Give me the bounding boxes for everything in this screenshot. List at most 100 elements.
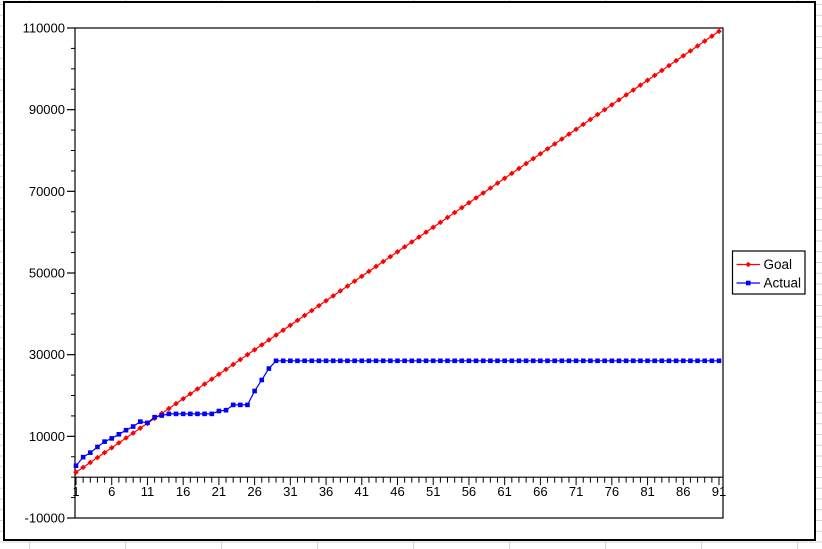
square-marker [202,411,207,417]
y-axis-label: 50000 [29,266,65,281]
legend-box [731,250,806,295]
square-marker [259,377,265,383]
legend-label: Goal [764,257,793,272]
diamond-marker [301,312,308,319]
diamond-marker [673,57,679,64]
square-marker [166,411,172,417]
square-marker [695,358,700,364]
diamond-marker [80,464,86,471]
x-axis-label: 41 [355,484,369,499]
x-axis-label: 71 [569,484,583,499]
diamond-marker [280,327,286,333]
square-marker [109,436,115,441]
x-axis-label: 36 [319,484,333,499]
diamond-marker [573,126,579,133]
square-marker [452,358,457,364]
square-marker [666,358,672,364]
square-marker [288,358,293,364]
diamond-marker [601,106,608,113]
square-marker [173,411,179,417]
diamond-marker [244,351,251,358]
x-axis-label: 11 [141,484,155,499]
diamond-marker [616,97,622,103]
square-marker [302,358,307,364]
diamond-marker [487,185,494,191]
x-axis-label: 21 [212,484,226,499]
diamond-marker [337,288,344,294]
square-marker [380,358,386,364]
square-marker [188,411,193,417]
square-marker [552,358,557,364]
excel-chart-object[interactable]: -10000 10000 30000 50000 70000 90000 110000 1 6 1… [3,1,816,541]
diamond-marker [73,469,79,476]
square-marker [216,408,222,414]
diamond-marker [701,38,708,44]
square-marker [316,358,322,364]
y-axis-label: 30000 [29,347,65,362]
square-marker [266,366,272,371]
diamond-marker [587,116,594,123]
diamond-marker [137,425,144,431]
square-marker [87,450,93,455]
square-marker [245,402,250,408]
diamond-marker [108,444,115,451]
legend-item-actual[interactable]: Actual [736,276,802,291]
diamond-marker [208,376,215,382]
square-marker [588,358,593,364]
square-marker [123,427,129,433]
square-marker [130,424,136,429]
diamond-marker [437,219,444,226]
square-marker [438,358,443,364]
square-marker [359,358,365,364]
diamond-marker [351,278,358,284]
diamond-marker [130,430,136,436]
square-marker [509,358,515,364]
square-marker [430,358,436,364]
square-marker [159,413,165,418]
square-marker [209,411,215,417]
square-marker [538,358,543,364]
square-marker [238,402,243,408]
diamond-marker [459,204,465,211]
square-marker [595,358,600,364]
diamond-marker [694,43,701,49]
diamond-marker [380,258,387,265]
diamond-marker [466,199,472,206]
legend-item-goal[interactable]: Goal [736,257,793,272]
diamond-marker [594,111,601,118]
square-marker [638,358,643,364]
square-marker [559,358,565,364]
square-marker [445,358,450,364]
diamond-marker [87,459,94,466]
x-axis-label: 26 [247,484,261,499]
square-marker [473,358,479,364]
x-axis-label: 1 [72,484,79,499]
square-marker [145,420,150,426]
square-marker [138,419,143,424]
x-axis-label: 86 [676,484,690,499]
diamond-marker [680,52,687,59]
diamond-marker [294,317,301,324]
square-marker [323,358,329,364]
x-axis-label: 66 [533,484,547,499]
x-axis: 1 6 11 16 21 26 31 36 41 46 51 56 61 66 71 76 81 86 91 [72,476,726,499]
square-marker [688,358,693,364]
diamond-marker [666,62,672,69]
diamond-marker [216,371,222,378]
square-marker [423,358,429,364]
square-marker [716,358,722,364]
actual-series [73,358,722,469]
diamond-marker [430,224,437,231]
square-marker [295,358,300,364]
square-marker [745,280,751,286]
y-axis-label: 90000 [29,102,65,117]
square-marker [180,411,186,417]
square-marker [459,358,465,364]
diamond-marker [330,293,336,299]
square-marker [338,358,343,364]
diamond-marker [530,155,537,162]
legend[interactable]: Goal Actual [731,250,806,295]
diamond-marker [408,239,415,245]
diamond-marker [423,229,429,235]
